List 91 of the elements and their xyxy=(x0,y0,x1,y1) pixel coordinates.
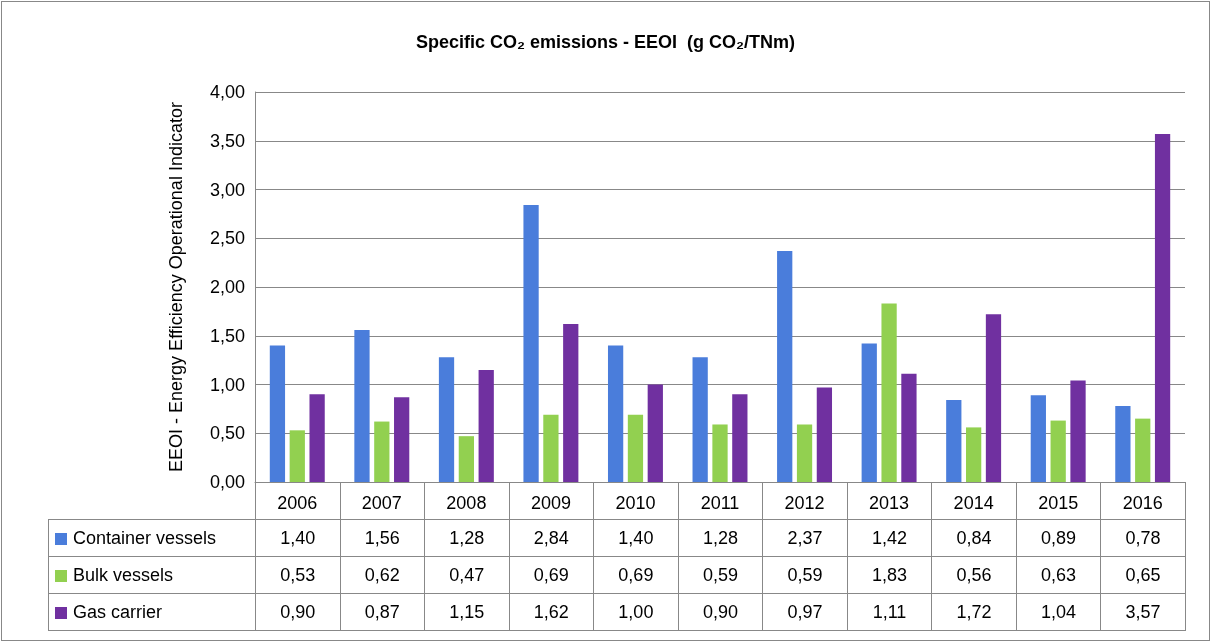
bar xyxy=(901,373,917,482)
data-label: 0,78 xyxy=(1125,527,1161,548)
data-label: 1,04 xyxy=(1041,601,1077,622)
y-tick-label: 0,50 xyxy=(209,423,245,444)
y-axis-title: EEOI - Energy Efficiency Operational Indicator xyxy=(166,102,186,472)
bar xyxy=(269,345,286,482)
bar xyxy=(1030,395,1046,482)
data-label: 0,62 xyxy=(364,564,400,585)
bar xyxy=(946,400,962,482)
y-tick-label: 2,00 xyxy=(209,277,245,297)
bar xyxy=(861,343,877,482)
x-tick-label: 2016 xyxy=(1122,493,1163,513)
bar xyxy=(627,414,644,482)
data-label: 0,65 xyxy=(1125,564,1161,585)
data-label: 0,59 xyxy=(702,564,738,585)
bar xyxy=(607,345,624,482)
bar xyxy=(796,424,813,482)
data-label: 1,28 xyxy=(702,527,738,548)
bar xyxy=(374,421,390,482)
bar xyxy=(985,314,1002,482)
data-label: 0,59 xyxy=(787,564,823,585)
data-label: 1,72 xyxy=(956,601,992,622)
data-label: 0,90 xyxy=(280,601,316,622)
bar xyxy=(777,250,793,482)
y-tick-label: 2,50 xyxy=(209,228,245,249)
data-label: 2,84 xyxy=(533,527,569,548)
data-label: 0,53 xyxy=(280,564,316,585)
data-label: 1,40 xyxy=(280,527,316,548)
data-label: 0,90 xyxy=(702,601,738,622)
bar xyxy=(478,369,494,482)
data-label: 1,40 xyxy=(618,527,654,548)
bar xyxy=(881,303,897,482)
x-tick-label: 2009 xyxy=(530,493,571,513)
bar xyxy=(563,324,579,482)
data-label: 0,56 xyxy=(956,564,992,585)
bar xyxy=(523,205,539,482)
y-tick-label: 1,00 xyxy=(209,374,245,395)
x-tick-label: 2008 xyxy=(446,493,487,513)
data-label: 1,15 xyxy=(449,601,485,622)
x-tick-label: 2014 xyxy=(953,493,994,513)
data-label: 1,83 xyxy=(871,564,907,585)
data-label: 1,00 xyxy=(618,601,654,622)
bar xyxy=(543,414,559,482)
bar xyxy=(458,436,474,482)
bar xyxy=(692,357,708,482)
x-tick-label: 2012 xyxy=(784,493,825,513)
data-label: 0,47 xyxy=(449,564,485,585)
legend-label: Gas carrier xyxy=(73,601,163,622)
bar xyxy=(712,424,728,482)
data-label: 1,62 xyxy=(533,601,569,622)
bar xyxy=(438,357,455,482)
y-tick-label: 0,00 xyxy=(209,472,245,492)
y-tick-label: 3,00 xyxy=(209,179,245,200)
data-label: 0,87 xyxy=(364,601,400,622)
x-tick-label: 2007 xyxy=(361,493,402,513)
x-tick-label: 2010 xyxy=(615,493,656,513)
bar xyxy=(816,387,833,482)
data-label: 0,69 xyxy=(618,564,654,585)
data-label: 1,11 xyxy=(872,601,907,622)
bar xyxy=(1070,380,1086,482)
bar xyxy=(966,427,982,482)
data-label: 0,97 xyxy=(787,601,823,622)
chart-title: Specific CO₂ emissions - EEOI (g CO₂/TNm) xyxy=(415,32,796,52)
bar xyxy=(394,397,410,482)
legend-label: Container vessels xyxy=(73,527,217,548)
x-tick-label: 2015 xyxy=(1038,493,1079,513)
bar xyxy=(354,329,370,482)
bar xyxy=(1050,420,1066,482)
data-label: 1,56 xyxy=(364,527,400,548)
data-label: 0,69 xyxy=(533,564,569,585)
data-label: 3,57 xyxy=(1125,601,1161,622)
bar xyxy=(1115,405,1131,482)
bar xyxy=(647,384,663,482)
y-tick-label: 1,50 xyxy=(209,325,245,346)
bar xyxy=(309,394,325,482)
data-label: 1,42 xyxy=(871,527,907,548)
legend-label: Bulk vessels xyxy=(73,564,174,585)
x-tick-label: 2011 xyxy=(700,493,740,513)
x-tick-label: 2013 xyxy=(869,493,910,513)
data-label: 0,84 xyxy=(956,527,992,548)
data-label: 2,37 xyxy=(787,527,823,548)
data-label: 0,63 xyxy=(1041,564,1077,585)
data-label: 0,89 xyxy=(1041,527,1077,548)
bar xyxy=(732,394,748,482)
data-label: 1,28 xyxy=(449,527,485,548)
bar xyxy=(1154,133,1171,482)
bar xyxy=(289,430,305,482)
bar xyxy=(1135,418,1151,482)
y-tick-label: 4,00 xyxy=(209,82,245,102)
x-tick-label: 2006 xyxy=(277,493,318,513)
y-tick-label: 3,50 xyxy=(209,130,245,151)
